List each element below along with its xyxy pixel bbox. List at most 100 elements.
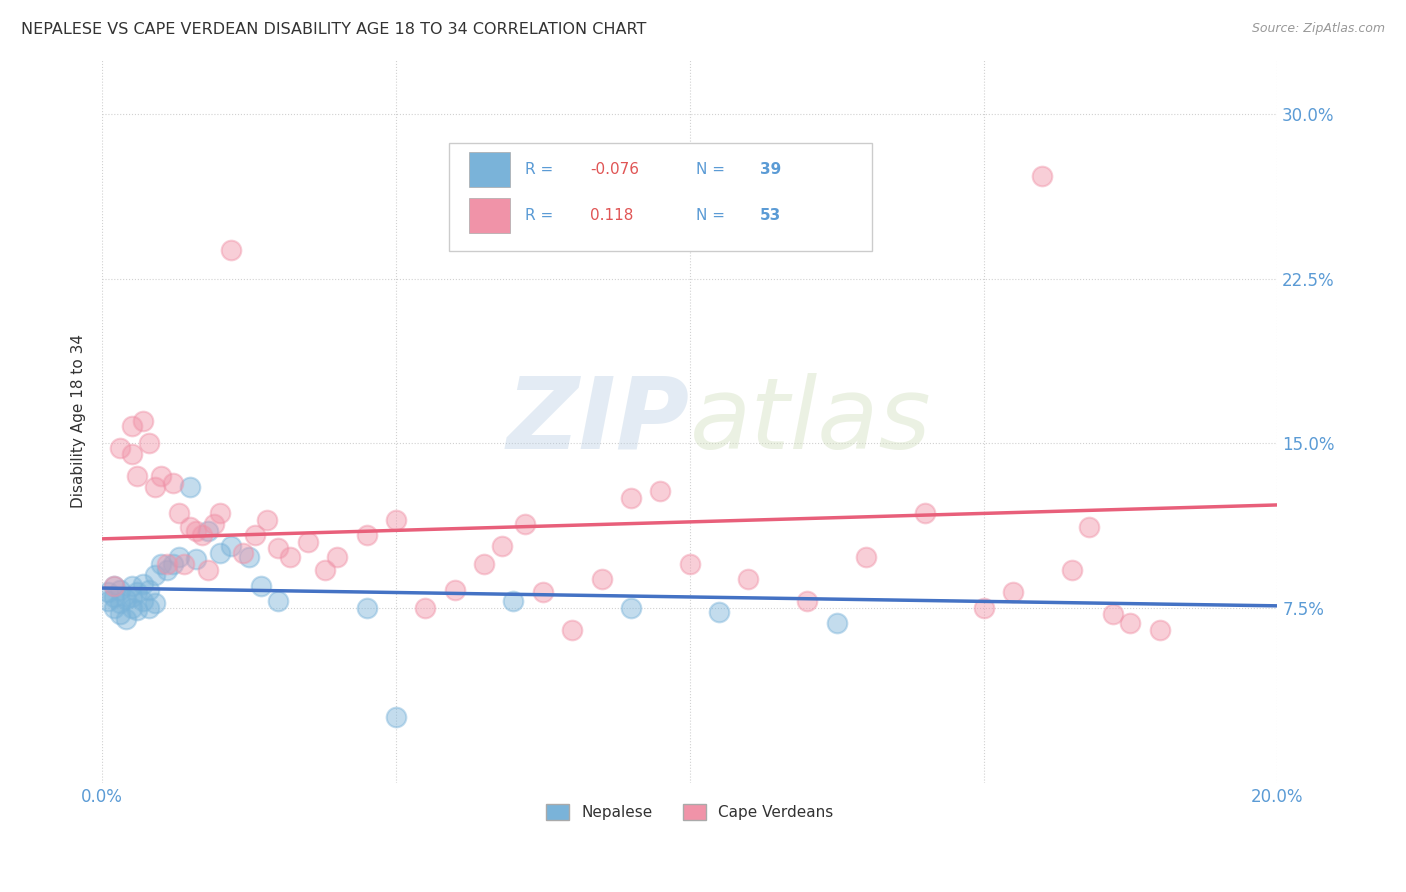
Point: [132, 594, 155, 608]
Point: [97, 594, 120, 608]
Point: [356, 528, 378, 542]
Point: [267, 541, 290, 556]
Text: N =: N =: [696, 208, 730, 223]
Point: [491, 539, 513, 553]
FancyBboxPatch shape: [468, 153, 510, 187]
Point: [186, 552, 208, 566]
Point: [179, 519, 201, 533]
Text: R =: R =: [526, 162, 558, 178]
Point: [127, 603, 149, 617]
Point: [256, 513, 278, 527]
Point: [502, 594, 524, 608]
Point: [121, 600, 143, 615]
Text: R =: R =: [526, 208, 558, 223]
Point: [385, 710, 408, 724]
Point: [143, 480, 166, 494]
Point: [515, 517, 537, 532]
Point: [914, 507, 936, 521]
Point: [208, 507, 231, 521]
Point: [138, 583, 160, 598]
Point: [250, 579, 273, 593]
Point: [620, 491, 643, 505]
Point: [1119, 615, 1142, 630]
Point: [138, 436, 160, 450]
Point: [108, 607, 131, 622]
Text: Source: ZipAtlas.com: Source: ZipAtlas.com: [1251, 22, 1385, 36]
Point: [1031, 169, 1053, 183]
Point: [825, 615, 848, 630]
Point: [973, 600, 995, 615]
Point: [173, 557, 195, 571]
Point: [143, 596, 166, 610]
Point: [208, 546, 231, 560]
Point: [620, 600, 643, 615]
Text: ZIP: ZIP: [506, 373, 690, 470]
Point: [167, 550, 190, 565]
Point: [167, 507, 190, 521]
Point: [415, 600, 437, 615]
Point: [591, 572, 613, 586]
Point: [472, 557, 495, 571]
Point: [1149, 623, 1171, 637]
Point: [132, 414, 155, 428]
Point: [356, 600, 378, 615]
Point: [108, 596, 131, 610]
Point: [297, 535, 319, 549]
Point: [326, 550, 349, 565]
Point: [121, 418, 143, 433]
Point: [121, 579, 143, 593]
Text: 0.118: 0.118: [591, 208, 633, 223]
Point: [103, 600, 125, 615]
Point: [156, 563, 179, 577]
Text: atlas: atlas: [690, 373, 931, 470]
Point: [1060, 563, 1083, 577]
Point: [1078, 519, 1101, 533]
Point: [121, 447, 143, 461]
Point: [121, 590, 143, 604]
Point: [232, 546, 254, 560]
Point: [108, 441, 131, 455]
Text: 53: 53: [761, 208, 782, 223]
Point: [737, 572, 759, 586]
Point: [132, 576, 155, 591]
Point: [162, 475, 184, 490]
Point: [103, 590, 125, 604]
Point: [127, 585, 149, 599]
Point: [138, 600, 160, 615]
FancyBboxPatch shape: [468, 198, 510, 233]
Point: [707, 605, 730, 619]
Text: -0.076: -0.076: [591, 162, 638, 178]
Point: [385, 513, 408, 527]
Y-axis label: Disability Age 18 to 34: Disability Age 18 to 34: [72, 334, 86, 508]
Point: [156, 557, 179, 571]
Point: [197, 563, 219, 577]
Point: [97, 585, 120, 599]
Point: [108, 583, 131, 598]
Point: [531, 585, 554, 599]
Point: [221, 539, 243, 553]
Point: [162, 557, 184, 571]
Point: [197, 524, 219, 538]
Point: [314, 563, 336, 577]
Point: [103, 579, 125, 593]
Point: [143, 567, 166, 582]
Point: [278, 550, 301, 565]
Point: [679, 557, 702, 571]
Point: [202, 517, 225, 532]
Point: [179, 480, 201, 494]
Point: [114, 612, 136, 626]
Point: [855, 550, 877, 565]
Point: [650, 484, 672, 499]
Point: [1001, 585, 1024, 599]
Point: [796, 594, 818, 608]
Point: [149, 557, 172, 571]
Point: [127, 469, 149, 483]
Point: [561, 623, 583, 637]
Point: [243, 528, 266, 542]
FancyBboxPatch shape: [449, 143, 872, 252]
Point: [103, 579, 125, 593]
Point: [191, 528, 214, 542]
Point: [1101, 607, 1123, 622]
Point: [443, 583, 465, 598]
Text: N =: N =: [696, 162, 730, 178]
